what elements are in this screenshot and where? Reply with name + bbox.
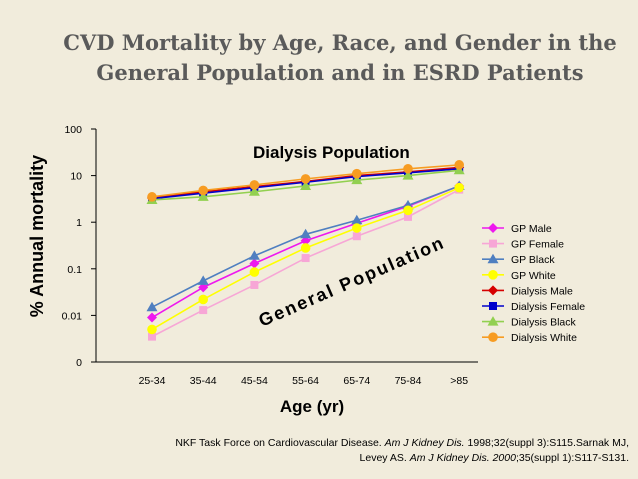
y-tick-label: 1 [76, 217, 82, 229]
x-tick-label: 35-44 [190, 375, 217, 387]
title-line-2: General Population and in ESRD Patients [96, 60, 584, 85]
legend-item: Dialysis White [482, 332, 577, 344]
legend-item: Dialysis Female [482, 301, 585, 313]
legend-label: GP White [511, 270, 556, 282]
legend-item: GP White [482, 270, 556, 282]
data-point [197, 275, 209, 285]
legend-marker [487, 253, 499, 264]
data-point [352, 223, 362, 233]
general-population-annotation: General Population [256, 232, 448, 331]
data-point [198, 185, 208, 196]
legend-label: Dialysis Female [511, 301, 585, 313]
title-line-1: CVD Mortality by Age, Race, and Gender i… [63, 30, 617, 55]
legend-item: Dialysis Black [482, 316, 577, 329]
y-tick-label: 10 [70, 171, 82, 183]
data-point [301, 254, 310, 263]
data-point [403, 205, 413, 216]
data-point [351, 174, 363, 185]
x-tick-label: 55-64 [292, 375, 319, 387]
data-point [248, 250, 260, 260]
data-point [147, 312, 157, 323]
data-point [148, 332, 156, 341]
data-point [404, 212, 412, 221]
series-dialysis-white [147, 160, 465, 202]
x-tick-label: 65-74 [343, 375, 370, 387]
legend-label: Dialysis Male [511, 285, 573, 297]
y-tick-label: 0.01 [62, 310, 83, 322]
citation-line-1: NKF Task Force on Cardiovascular Disease… [30, 436, 629, 451]
series-dialysis-black [146, 164, 465, 204]
legend-label: GP Female [511, 239, 564, 251]
data-point [249, 267, 260, 277]
legend-marker [488, 332, 498, 343]
data-point [402, 170, 414, 180]
data-point [146, 301, 158, 312]
data-point [300, 174, 311, 184]
data-point [352, 232, 361, 241]
legend-label: Dialysis Black [511, 317, 577, 329]
citation-1-post: 1998;32(suppl 3):S115.Sarnak MJ, [464, 437, 630, 449]
x-tick-label: 45-54 [241, 375, 268, 387]
data-point [454, 160, 465, 170]
legend-marker [488, 223, 498, 233]
series-layer [146, 160, 465, 341]
legend-marker [489, 239, 497, 248]
citation-2-journal: Am J Kidney Dis. 2000 [409, 452, 516, 464]
x-tick-label: 75-84 [395, 375, 422, 387]
legend-item: GP Female [482, 239, 564, 251]
citation-1-journal: Am J Kidney Dis. [384, 437, 465, 449]
data-point [300, 228, 312, 239]
data-point [147, 324, 157, 335]
data-point [250, 280, 259, 289]
legend-marker [488, 270, 498, 280]
data-point [147, 192, 157, 202]
series-gp-white [147, 182, 465, 335]
data-point [249, 180, 260, 190]
slide-title: CVD Mortality by Age, Race, and Gender i… [40, 28, 638, 88]
data-point [454, 182, 465, 193]
x-axis-label: Age (yr) [279, 397, 345, 416]
y-tick-label: 100 [64, 124, 82, 136]
legend-item: Dialysis Male [482, 285, 573, 297]
legend-item: GP Male [482, 223, 552, 235]
y-tick-label: 0.1 [67, 264, 82, 276]
axes: 0 0.01 0.1 1 10 100 25-34 35-44 45-54 55-64 65-74 7… [62, 124, 478, 387]
x-tick-label: 25-34 [139, 375, 166, 387]
citation: NKF Task Force on Cardiovascular Disease… [30, 436, 629, 466]
legend-label: Dialysis White [511, 332, 577, 344]
legend-marker [488, 285, 498, 296]
y-tick-label: 0 [76, 357, 82, 369]
data-point [198, 294, 208, 305]
data-point [199, 306, 208, 315]
legend-label: GP Black [511, 254, 555, 266]
legend-item: GP Black [482, 253, 555, 266]
citation-2-post: ;35(suppl 1):S117-S131. [515, 452, 629, 464]
data-point [403, 163, 413, 174]
data-point [197, 191, 209, 201]
citation-1-pre: NKF Task Force on Cardiovascular Disease… [175, 437, 385, 449]
data-point [249, 258, 260, 269]
legend-marker [489, 302, 497, 310]
data-point [248, 186, 260, 196]
x-tick-label: >85 [450, 375, 468, 387]
legend-label: GP Male [511, 223, 552, 235]
data-point [351, 214, 363, 225]
dialysis-population-annotation: Dialysis Population [253, 143, 410, 162]
citation-line-2: Levey AS. Am J Kidney Dis. 2000;35(suppl… [30, 451, 629, 466]
data-point [352, 168, 362, 179]
data-point [300, 180, 312, 190]
legend-marker [487, 316, 499, 326]
citation-2-pre: Levey AS. [359, 452, 410, 464]
data-point [300, 243, 311, 253]
legend: GP Male GP Female GP Black GP White Dialysis… [482, 223, 585, 344]
